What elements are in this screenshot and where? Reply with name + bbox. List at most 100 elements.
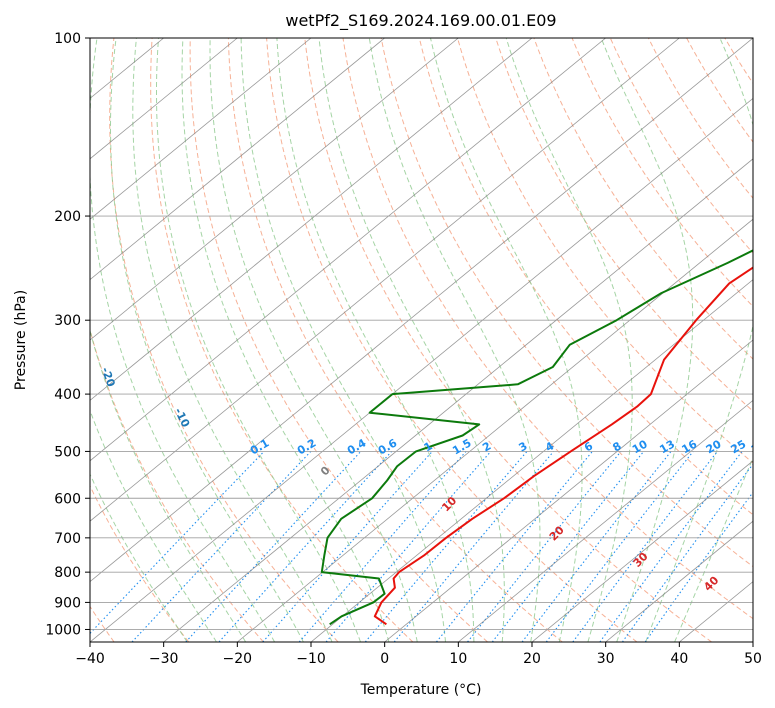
y-tick-label: 500 xyxy=(54,444,81,460)
moist-adiabat xyxy=(90,409,217,642)
mixing-ratio-line xyxy=(325,451,492,642)
mixing-ratio-label: 36 xyxy=(770,437,775,456)
x-tick-label: −10 xyxy=(296,651,326,667)
moist-adiabat xyxy=(645,38,753,642)
dry-adiabat-label: -30 xyxy=(34,325,51,348)
isotherm-line xyxy=(90,38,680,522)
x-tick-label: −20 xyxy=(223,651,253,667)
dry-adiabat xyxy=(150,38,414,642)
isotherm-line xyxy=(90,38,533,401)
x-tick-label: 30 xyxy=(597,651,615,667)
x-tick-label: −40 xyxy=(75,651,105,667)
mixing-ratio-label: 16 xyxy=(680,437,700,456)
mixing-ratio-line xyxy=(218,451,393,642)
moist-adiabat xyxy=(181,38,390,642)
x-tick-label: 20 xyxy=(523,651,541,667)
background-grid xyxy=(90,38,753,642)
temperature-line xyxy=(373,266,753,626)
dry-adiabat xyxy=(266,38,638,642)
isotherm-line xyxy=(163,158,753,642)
mixing-ratio-label: 25 xyxy=(728,437,748,456)
dewpoint-line xyxy=(320,249,753,626)
mixing-ratio-label: 0.2 xyxy=(295,436,318,457)
x-tick-label: 10 xyxy=(449,651,467,667)
mixing-ratio-line xyxy=(545,451,694,642)
mixing-ratio-line xyxy=(621,463,753,642)
moist-adiabat xyxy=(90,38,276,642)
moist-adiabat-label: 20 xyxy=(547,523,567,543)
dry-adiabat xyxy=(227,38,563,642)
moist-adiabat xyxy=(132,38,333,642)
mixing-ratio-label: 10 xyxy=(630,437,650,456)
dry-adiabat xyxy=(380,38,753,568)
moist-adiabat xyxy=(276,38,475,642)
mixing-ratio-line xyxy=(644,491,753,642)
isotherm-line xyxy=(90,38,238,160)
y-tick-label: 100 xyxy=(54,31,81,47)
moist-adiabat xyxy=(90,328,247,642)
mixing-ratio-line xyxy=(572,451,718,642)
moist-adiabat-label: 40 xyxy=(701,573,721,593)
y-tick-label: 200 xyxy=(54,209,81,225)
mixing-ratio-label: 30 xyxy=(749,437,769,456)
y-tick-label: 400 xyxy=(54,387,81,403)
grid-labels: -100-90-80-70-60-50-40-30-20-100.10.20.4… xyxy=(34,325,775,593)
isotherm-line xyxy=(531,460,753,642)
moist-adiabat-label: 10 xyxy=(439,494,459,514)
dry-adiabat-label: -10 xyxy=(172,406,193,430)
mixing-ratio-line xyxy=(393,451,555,642)
mixing-ratio-label: 4 xyxy=(543,439,556,454)
dry-adiabat xyxy=(724,38,753,85)
moist-adiabat xyxy=(110,38,304,642)
isotherm-line xyxy=(90,38,459,341)
x-tick-label: −30 xyxy=(149,651,179,667)
isotherm-line xyxy=(458,399,753,642)
dry-adiabat xyxy=(533,38,753,360)
x-tick-label: 50 xyxy=(744,651,762,667)
plot-frame xyxy=(89,37,754,643)
chart-title: wetPf2_S169.2024.169.00.01.E09 xyxy=(285,11,556,31)
mixing-ratio-line xyxy=(90,451,265,635)
mixing-ratio-label: 0.1 xyxy=(248,436,271,457)
mixing-ratio-label: 13 xyxy=(657,437,677,456)
mixing-ratio-line xyxy=(467,451,622,642)
dry-adiabat xyxy=(418,38,753,516)
mixing-ratio-line xyxy=(364,451,528,642)
dry-adiabat xyxy=(647,38,753,200)
mixing-ratio-label: 1 xyxy=(422,439,435,454)
mixing-ratio-label: 1.5 xyxy=(450,436,473,457)
dry-adiabat xyxy=(495,38,753,412)
y-tick-label: 300 xyxy=(54,313,81,329)
y-tick-label: 1000 xyxy=(45,622,81,638)
dry-adiabat xyxy=(571,38,753,308)
moist-adiabat xyxy=(209,38,418,642)
dry-adiabat xyxy=(457,38,753,464)
isotherm-line xyxy=(384,339,753,642)
dry-adiabat xyxy=(189,38,488,642)
mixing-ratio-line xyxy=(599,451,743,642)
profile-lines xyxy=(320,249,753,626)
moist-adiabat xyxy=(674,456,753,642)
moist-adiabat-label: 30 xyxy=(631,550,651,570)
isotherm-line xyxy=(679,581,753,642)
dry-adiabat xyxy=(304,38,712,642)
mixing-ratio-line xyxy=(185,451,362,642)
isotherm-line xyxy=(90,38,385,281)
dry-adiabat xyxy=(609,38,753,254)
dry-adiabat-label: -20 xyxy=(99,365,118,388)
dry-adiabat xyxy=(686,38,753,143)
dry-adiabat xyxy=(90,484,190,642)
moist-adiabat xyxy=(430,38,583,642)
mixing-ratio-label: 0.6 xyxy=(376,436,400,457)
isotherm-line xyxy=(90,97,753,642)
moist-adiabat xyxy=(156,38,362,642)
x-axis-label: Temperature (°C) xyxy=(360,682,482,698)
mixing-ratio-label: 8 xyxy=(611,439,624,454)
y-tick-label: 600 xyxy=(54,491,81,507)
y-tick-label: 700 xyxy=(54,531,81,547)
moist-adiabat xyxy=(505,38,633,642)
isotherm-line xyxy=(90,38,312,220)
mixing-ratio-label: 3 xyxy=(516,439,529,454)
moist-adiabat xyxy=(318,38,505,642)
